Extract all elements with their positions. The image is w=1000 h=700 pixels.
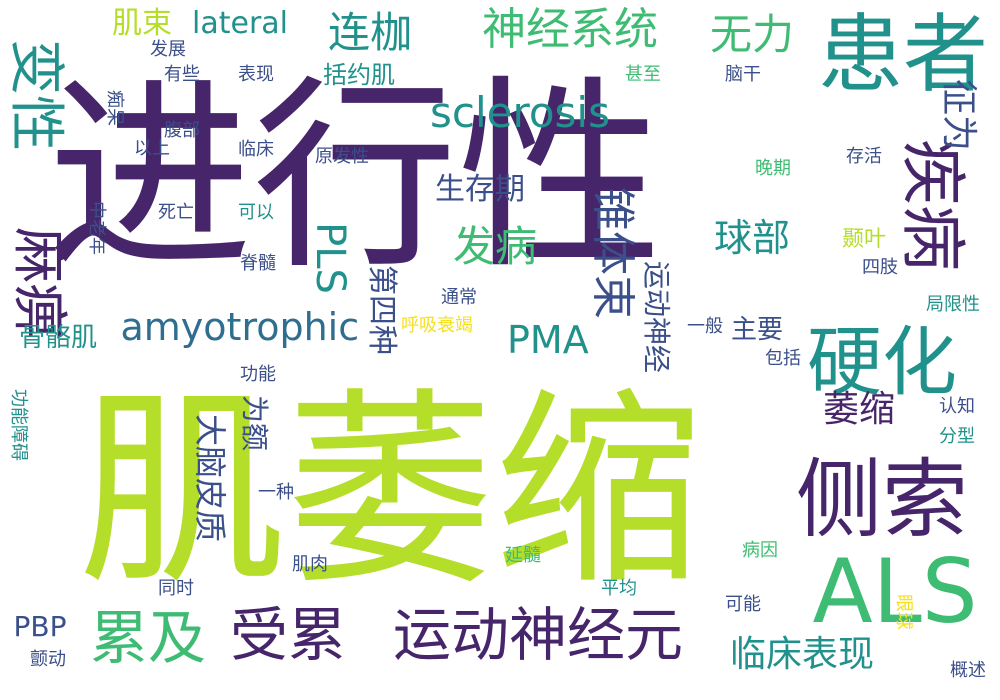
word-weisuo: 萎缩 (823, 389, 896, 430)
word-zhonglaonian: 中老年 (86, 201, 107, 255)
word-yishang: 以上 (134, 138, 170, 159)
word-leiji: 累及 (90, 604, 207, 672)
word-huxishuaijie: 呼吸衰竭 (401, 315, 473, 336)
word-amyotrophic: amyotrophic (120, 305, 360, 349)
word-wuli: 无力 (710, 10, 795, 59)
word-fazhan: 发展 (150, 39, 186, 60)
word-chidai: 痴呆 (104, 90, 125, 126)
word-tongchang: 通常 (441, 287, 477, 308)
word-siwang: 死亡 (158, 202, 194, 223)
word-jisui: 脊髓 (240, 253, 276, 274)
word-cesuo: 侧索 (796, 450, 968, 550)
word-kuoyueji: 括约肌 (323, 61, 395, 89)
word-zhengwei: 征为 (938, 78, 980, 152)
word-danaopizhi: 大脑皮质 (191, 413, 230, 543)
word-fubu: 腹部 (164, 120, 200, 141)
word-fenxing: 分型 (939, 426, 975, 447)
word-bianxing: 变性 (3, 39, 68, 151)
word-yuanfaxing: 原发性 (315, 146, 369, 167)
word-shengcunqi: 生存期 (435, 172, 525, 207)
word-yiban: 一般 (687, 316, 723, 337)
word-jibing: 疾病 (894, 139, 971, 271)
word-bingyin: 病因 (742, 540, 778, 561)
word-youxie: 有些 (164, 64, 200, 85)
word-disizhong: 第四种 (364, 265, 399, 355)
word-shenzhi: 甚至 (625, 64, 661, 85)
word-yundongshenjingyuan: 运动神经元 (393, 601, 684, 669)
word-yundongshenjing: 运动神经 (640, 260, 674, 374)
word-jinxingxing: 进行性 (47, 58, 663, 297)
word-gaishu: 概述 (950, 660, 986, 681)
word-pingjun: 平均 (601, 578, 637, 599)
word-jishu: 肌束 (112, 6, 172, 41)
word-nieye: 颞叶 (842, 227, 887, 252)
word-yansui: 延髓 (505, 545, 541, 566)
word-tongshi: 同时 (158, 578, 194, 599)
word-gongneng: 功能 (240, 364, 276, 385)
word-shenjingxitong: 神经系统 (482, 4, 658, 55)
word-sclerosis: sclerosis (430, 88, 610, 137)
word-fabing: 发病 (453, 222, 538, 271)
word-sizhi: 四肢 (862, 257, 898, 278)
word-biaoxian: 表现 (238, 64, 274, 85)
word-lateral: lateral (192, 6, 288, 41)
word-jirou: 肌肉 (292, 554, 328, 575)
word-qiubu: 球部 (714, 216, 791, 260)
word-linchuangbiaoxian: 临床表现 (730, 634, 875, 675)
word-chandong: 颤动 (30, 649, 66, 670)
word-shoulei: 受累 (230, 601, 347, 669)
word-weie: 为额 (238, 394, 272, 452)
word-naogan: 脑干 (725, 64, 761, 85)
word-zhuyao: 主要 (731, 315, 784, 345)
word-pls: PLS (306, 222, 353, 294)
word-gongnengzhangai: 功能障碍 (8, 389, 29, 461)
word-yinghua: 硬化 (807, 317, 958, 406)
word-wanqi: 晚期 (755, 158, 791, 179)
word-keneng: 可能 (725, 594, 761, 615)
word-huanzhe: 患者 (818, 5, 989, 105)
word-renzhi: 认知 (939, 396, 975, 417)
word-gugeji: 骨骼肌 (19, 323, 98, 353)
word-keyi: 可以 (238, 202, 274, 223)
word-yizhong: 一种 (258, 482, 294, 503)
word-linchuang: 临床 (238, 139, 274, 160)
word-juxianxing: 局限性 (926, 294, 980, 315)
word-pma: PMA (507, 318, 589, 362)
word-als: ALS (812, 540, 978, 643)
word-zhuitishu: 锥体束 (587, 187, 638, 319)
word-cunhuo: 存活 (846, 146, 882, 167)
word-pbp: PBP (13, 610, 67, 643)
word-jiweisuo: 肌萎缩 (78, 371, 702, 613)
word-baokuo: 包括 (765, 348, 801, 369)
word-lianjia: 连枷 (328, 8, 413, 57)
word-yanqiu: 眼球 (893, 594, 914, 630)
